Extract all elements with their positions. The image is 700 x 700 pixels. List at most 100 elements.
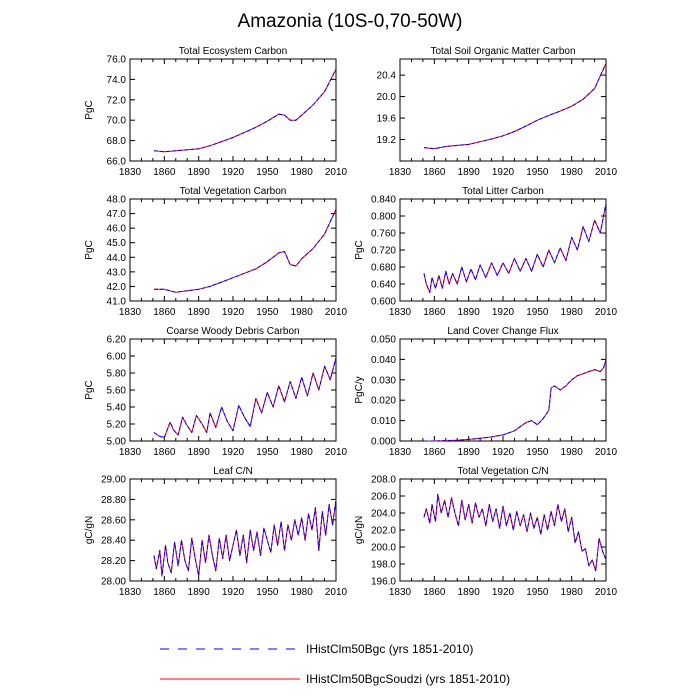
plot-frame (399, 338, 607, 442)
y-tick-label: 5.00 (107, 437, 127, 448)
y-tick-label: 44.0 (107, 253, 127, 264)
x-tick-label: 1890 (458, 307, 481, 318)
x-tick-label: 1830 (389, 587, 412, 598)
figure-title: Amazonia (10S-0,70-50W) (238, 11, 463, 32)
y-tick-label: 5.80 (107, 369, 127, 380)
panel-title: Total Vegetation Carbon (180, 186, 287, 197)
x-tick-label: 2010 (595, 167, 618, 178)
x-tick-label: 1980 (561, 447, 584, 458)
series-line-blue (423, 63, 607, 150)
series-line-blue (154, 208, 337, 293)
y-tick-label: 5.40 (107, 403, 127, 414)
y-tick-label: 0.020 (371, 396, 396, 407)
y-tick-label: 0.030 (371, 375, 396, 386)
panel-total-vegetation-carbon: Total Vegetation Carbon PgC 1830 1860 1890 19… (84, 186, 348, 318)
x-tick-label: 1920 (492, 167, 515, 178)
x-tick-label: 1950 (256, 587, 279, 598)
y-tick-label: 6.00 (107, 352, 127, 363)
x-tick-label: 1830 (119, 307, 142, 318)
x-tick-label: 1890 (188, 447, 211, 458)
y-tick-label: 5.20 (107, 420, 127, 431)
y-tick-label: 206.0 (371, 492, 396, 503)
series-line-blue (153, 357, 337, 439)
legend: IHistClm50Bgc (yrs 1851-2010) IHistClm50… (160, 642, 510, 686)
y-tick-label: 28.00 (101, 577, 126, 588)
y-tick-label: 5.60 (107, 386, 127, 397)
y-axis-label: PgC (84, 100, 95, 119)
y-axis-label: gC/gN (354, 516, 365, 544)
y-tick-label: 6.20 (107, 335, 127, 346)
y-axis-label: PgC (354, 240, 365, 259)
legend-label-ihistclm50bgc: IHistClm50Bgc (yrs 1851-2010) (306, 642, 473, 656)
y-tick-label: 76.0 (107, 55, 127, 66)
y-tick-label: 28.40 (101, 536, 126, 547)
y-tick-label: 43.0 (107, 267, 127, 278)
x-tick-label: 2010 (325, 447, 348, 458)
x-tick-label: 1920 (222, 447, 245, 458)
panel-leaf-c-n: Leaf C/N gC/gN 1830 1860 1890 1920 1950 1980 201… (84, 466, 348, 598)
y-tick-label: 70.0 (107, 116, 127, 127)
series-line-red (423, 203, 607, 293)
x-tick-label: 1860 (423, 167, 446, 178)
x-tick-label: 1890 (458, 447, 481, 458)
panel-title: Coarse Woody Debris Carbon (166, 326, 299, 337)
y-axis-label: PgC (84, 380, 95, 399)
y-tick-label: 42.0 (107, 282, 127, 293)
x-tick-label: 1950 (526, 307, 549, 318)
panels: Total Ecosystem Carbon PgC 1830 1860 1890 192… (84, 46, 618, 598)
y-tick-label: 20.4 (377, 71, 397, 82)
x-tick-label: 1830 (389, 307, 412, 318)
x-tick-label: 1920 (492, 447, 515, 458)
x-tick-label: 2010 (325, 307, 348, 318)
x-tick-label: 1890 (188, 587, 211, 598)
panel-land-cover-change-flux: Land Cover Change Flux PgC/y 1830 1860 1890 1… (354, 326, 618, 458)
panel-total-soil-organic-matter-carbon: Total Soil Organic Matter Carbon 1830 1860… (377, 46, 618, 178)
y-axis-label: gC/gN (84, 516, 95, 544)
series-line-red (153, 357, 337, 439)
x-tick-label: 1830 (389, 167, 412, 178)
x-tick-label: 2010 (595, 447, 618, 458)
x-tick-label: 2010 (595, 587, 618, 598)
series-line-red (423, 63, 607, 150)
y-tick-label: 28.60 (101, 515, 126, 526)
x-tick-label: 1950 (526, 587, 549, 598)
x-tick-label: 1860 (153, 447, 176, 458)
panel-title: Total Soil Organic Matter Carbon (430, 46, 575, 57)
x-tick-label: 1920 (222, 307, 245, 318)
y-tick-label: 200.0 (371, 543, 396, 554)
x-tick-label: 1950 (526, 447, 549, 458)
y-tick-label: 41.0 (107, 297, 127, 308)
panel-coarse-woody-debris-carbon: Coarse Woody Debris Carbon PgC 1830 1860 189… (84, 326, 348, 458)
y-tick-label: 19.2 (377, 135, 397, 146)
x-tick-label: 1890 (188, 307, 211, 318)
y-tick-label: 202.0 (371, 526, 396, 537)
y-tick-label: 0.720 (371, 246, 396, 257)
y-tick-label: 46.0 (107, 224, 127, 235)
x-tick-label: 1920 (492, 307, 515, 318)
y-tick-label: 0.050 (371, 335, 396, 346)
y-tick-label: 0.010 (371, 416, 396, 427)
y-tick-label: 0.000 (371, 437, 396, 448)
panel-title: Total Vegetation C/N (457, 466, 548, 477)
x-tick-label: 1980 (561, 167, 584, 178)
x-tick-label: 1980 (561, 307, 584, 318)
y-tick-label: 48.0 (107, 195, 127, 206)
y-tick-label: 0.680 (371, 263, 396, 274)
x-tick-label: 1950 (256, 167, 279, 178)
plot-frame (129, 198, 337, 302)
plot-frame (399, 58, 607, 162)
x-tick-label: 1980 (561, 587, 584, 598)
legend-label-ihistclm50bgcsoudzi: IHistClm50BgcSoudzi (yrs 1851-2010) (306, 672, 510, 686)
x-tick-label: 1830 (119, 447, 142, 458)
y-tick-label: 74.0 (107, 75, 127, 86)
x-tick-label: 1920 (222, 587, 245, 598)
y-tick-label: 0.760 (371, 229, 396, 240)
y-tick-label: 0.040 (371, 355, 396, 366)
x-tick-label: 1860 (423, 447, 446, 458)
series-line-red (153, 499, 337, 577)
x-tick-label: 1830 (389, 447, 412, 458)
panel-total-vegetation-c-n: Total Vegetation C/N gC/gN 1830 1860 1890 192… (354, 466, 618, 598)
x-tick-label: 1980 (291, 307, 314, 318)
y-tick-label: 196.0 (371, 577, 396, 588)
series-line-blue (153, 499, 337, 577)
